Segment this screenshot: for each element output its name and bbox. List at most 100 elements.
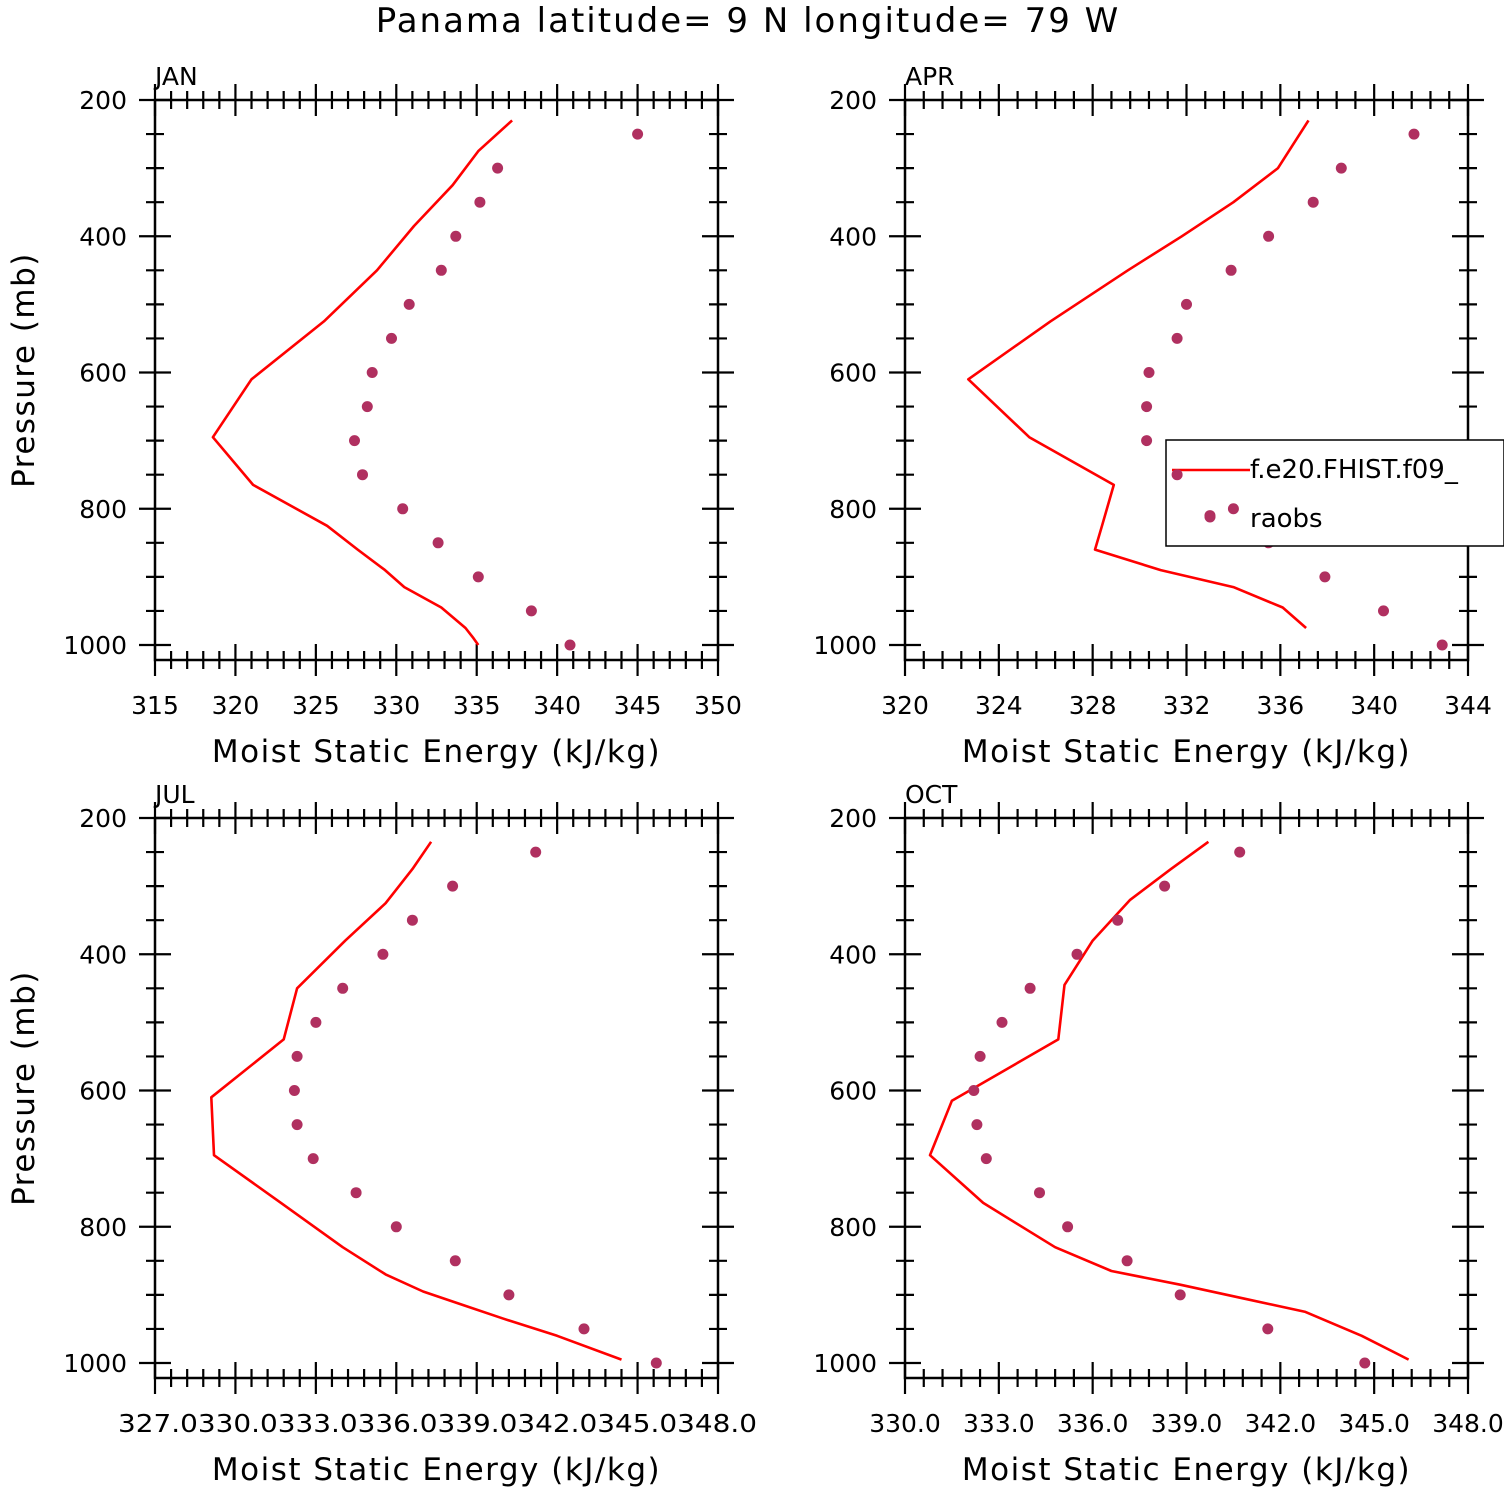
raobs-point (350, 1187, 362, 1199)
figure-title: Panama latitude= 9 N longitude= 79 W (376, 1, 1121, 41)
x-tick-label: 320 (212, 691, 260, 720)
raobs-point (435, 264, 447, 276)
y-tick-label: 1000 (63, 1349, 127, 1378)
y-tick-label: 800 (829, 1213, 877, 1242)
raobs-point (366, 367, 378, 378)
raobs-point (397, 503, 409, 515)
x-axis-label: Moist Static Energy (kJ/kg) (962, 734, 1411, 770)
raobs-point (525, 605, 537, 617)
y-tick-label: 1000 (813, 1349, 877, 1378)
y-tick-label: 600 (829, 1077, 877, 1106)
y-tick-label: 800 (79, 1213, 127, 1242)
raobs-point (1378, 605, 1389, 617)
x-tick-label: 335 (453, 691, 501, 720)
y-tick-label: 200 (829, 804, 877, 833)
raobs-point (578, 1323, 590, 1335)
panel-label: JUL (153, 780, 195, 809)
legend-label: raobs (1250, 504, 1323, 534)
raobs-point (980, 1153, 992, 1165)
raobs-point (361, 401, 373, 413)
raobs-point (1408, 128, 1420, 140)
raobs-point (1263, 230, 1275, 242)
x-tick-label: 333.0 (963, 1409, 1035, 1438)
panel-oct: OCT 200 400 600 800 1000 330.0 333.0 336.0 339.0 3… (813, 780, 1503, 1488)
raobs-point (1319, 571, 1331, 583)
raobs-point (337, 982, 349, 994)
y-tick-label: 200 (79, 804, 127, 833)
raobs-point (1141, 401, 1153, 413)
raobs-point (1112, 914, 1124, 926)
raobs-point (1159, 880, 1171, 892)
x-tick-label: 336.0 (1057, 1409, 1129, 1438)
plot-frame (153, 98, 720, 662)
raobs-point (1335, 162, 1347, 174)
raobs-point (974, 1050, 986, 1062)
y-tick-label: 200 (829, 86, 877, 115)
y-tick-label: 800 (79, 495, 127, 524)
model-series-line (211, 119, 513, 646)
panel-label: JAN (153, 62, 198, 91)
raobs-point (357, 469, 368, 481)
raobs-point (310, 1016, 322, 1028)
x-tick-label: 344 (1444, 691, 1492, 720)
plot-frame (903, 816, 1470, 1380)
raobs-point (432, 537, 444, 549)
raobs-point (971, 1119, 983, 1131)
y-tick-label: 600 (79, 359, 127, 388)
raobs-point (406, 914, 418, 926)
x-tick-label: 342.0 (1245, 1409, 1317, 1438)
plot-frame (153, 816, 720, 1380)
legend-box (1165, 439, 1504, 547)
raobs-point (968, 1085, 980, 1096)
raobs-point (1034, 1187, 1045, 1199)
x-tick-label: 336 (1256, 691, 1304, 720)
panel-jan: JAN 200 400 600 800 1000 315 320 325 330 335 340 345… (6, 62, 742, 770)
model-series-line (928, 840, 1410, 1361)
raobs-point (1071, 948, 1083, 960)
x-tick-label: 330 (372, 691, 420, 720)
raobs-point (1234, 846, 1246, 858)
x-tick-label: 340 (1350, 691, 1398, 720)
raobs-point (307, 1153, 319, 1165)
x-tick-label: 320 (881, 691, 929, 720)
raobs-point (1227, 503, 1239, 515)
raobs-point (1225, 264, 1237, 276)
y-tick-label: 400 (829, 940, 877, 969)
raobs-point (349, 435, 360, 447)
raobs-point (386, 332, 397, 344)
y-tick-label: 1000 (63, 631, 127, 660)
raobs-point (1436, 639, 1448, 651)
raobs-point (288, 1085, 300, 1096)
legend: f.e20.FHIST.f09_raobs (1165, 439, 1504, 547)
raobs-point (291, 1119, 303, 1131)
x-tick-label: 324 (975, 691, 1023, 720)
raobs-point (492, 162, 504, 174)
raobs-point (1174, 1289, 1186, 1301)
x-tick-label: 315 (131, 691, 179, 720)
y-tick-label: 600 (829, 359, 877, 388)
y-tick-label: 400 (79, 222, 127, 251)
x-tick-label: 345 (614, 691, 662, 720)
y-tick-label: 200 (79, 86, 127, 115)
raobs-point (449, 1255, 461, 1267)
raobs-point (1171, 469, 1183, 481)
raobs-point (530, 846, 542, 858)
raobs-point (1181, 298, 1192, 310)
panel-label: OCT (905, 780, 958, 809)
model-series-line (966, 119, 1310, 629)
raobs-point (474, 196, 486, 208)
x-tick-label: 325 (292, 691, 340, 720)
raobs-point (1171, 332, 1183, 344)
raobs-point (1262, 1323, 1274, 1335)
raobs-point (472, 571, 484, 583)
panel-jul: JUL 200 400 600 800 1000 327.0330.0333.0336.03… (6, 780, 757, 1488)
raobs-point (1141, 435, 1153, 447)
y-tick-label: 400 (79, 940, 127, 969)
x-tick-label: 345.0 (1338, 1409, 1410, 1438)
x-axis-label: Moist Static Energy (kJ/kg) (212, 734, 661, 770)
x-tick-label: 339.0 (1151, 1409, 1223, 1438)
raobs-point (632, 128, 644, 140)
raobs-point (1359, 1357, 1371, 1369)
raobs-point (403, 298, 415, 310)
raobs-point (1143, 367, 1155, 378)
